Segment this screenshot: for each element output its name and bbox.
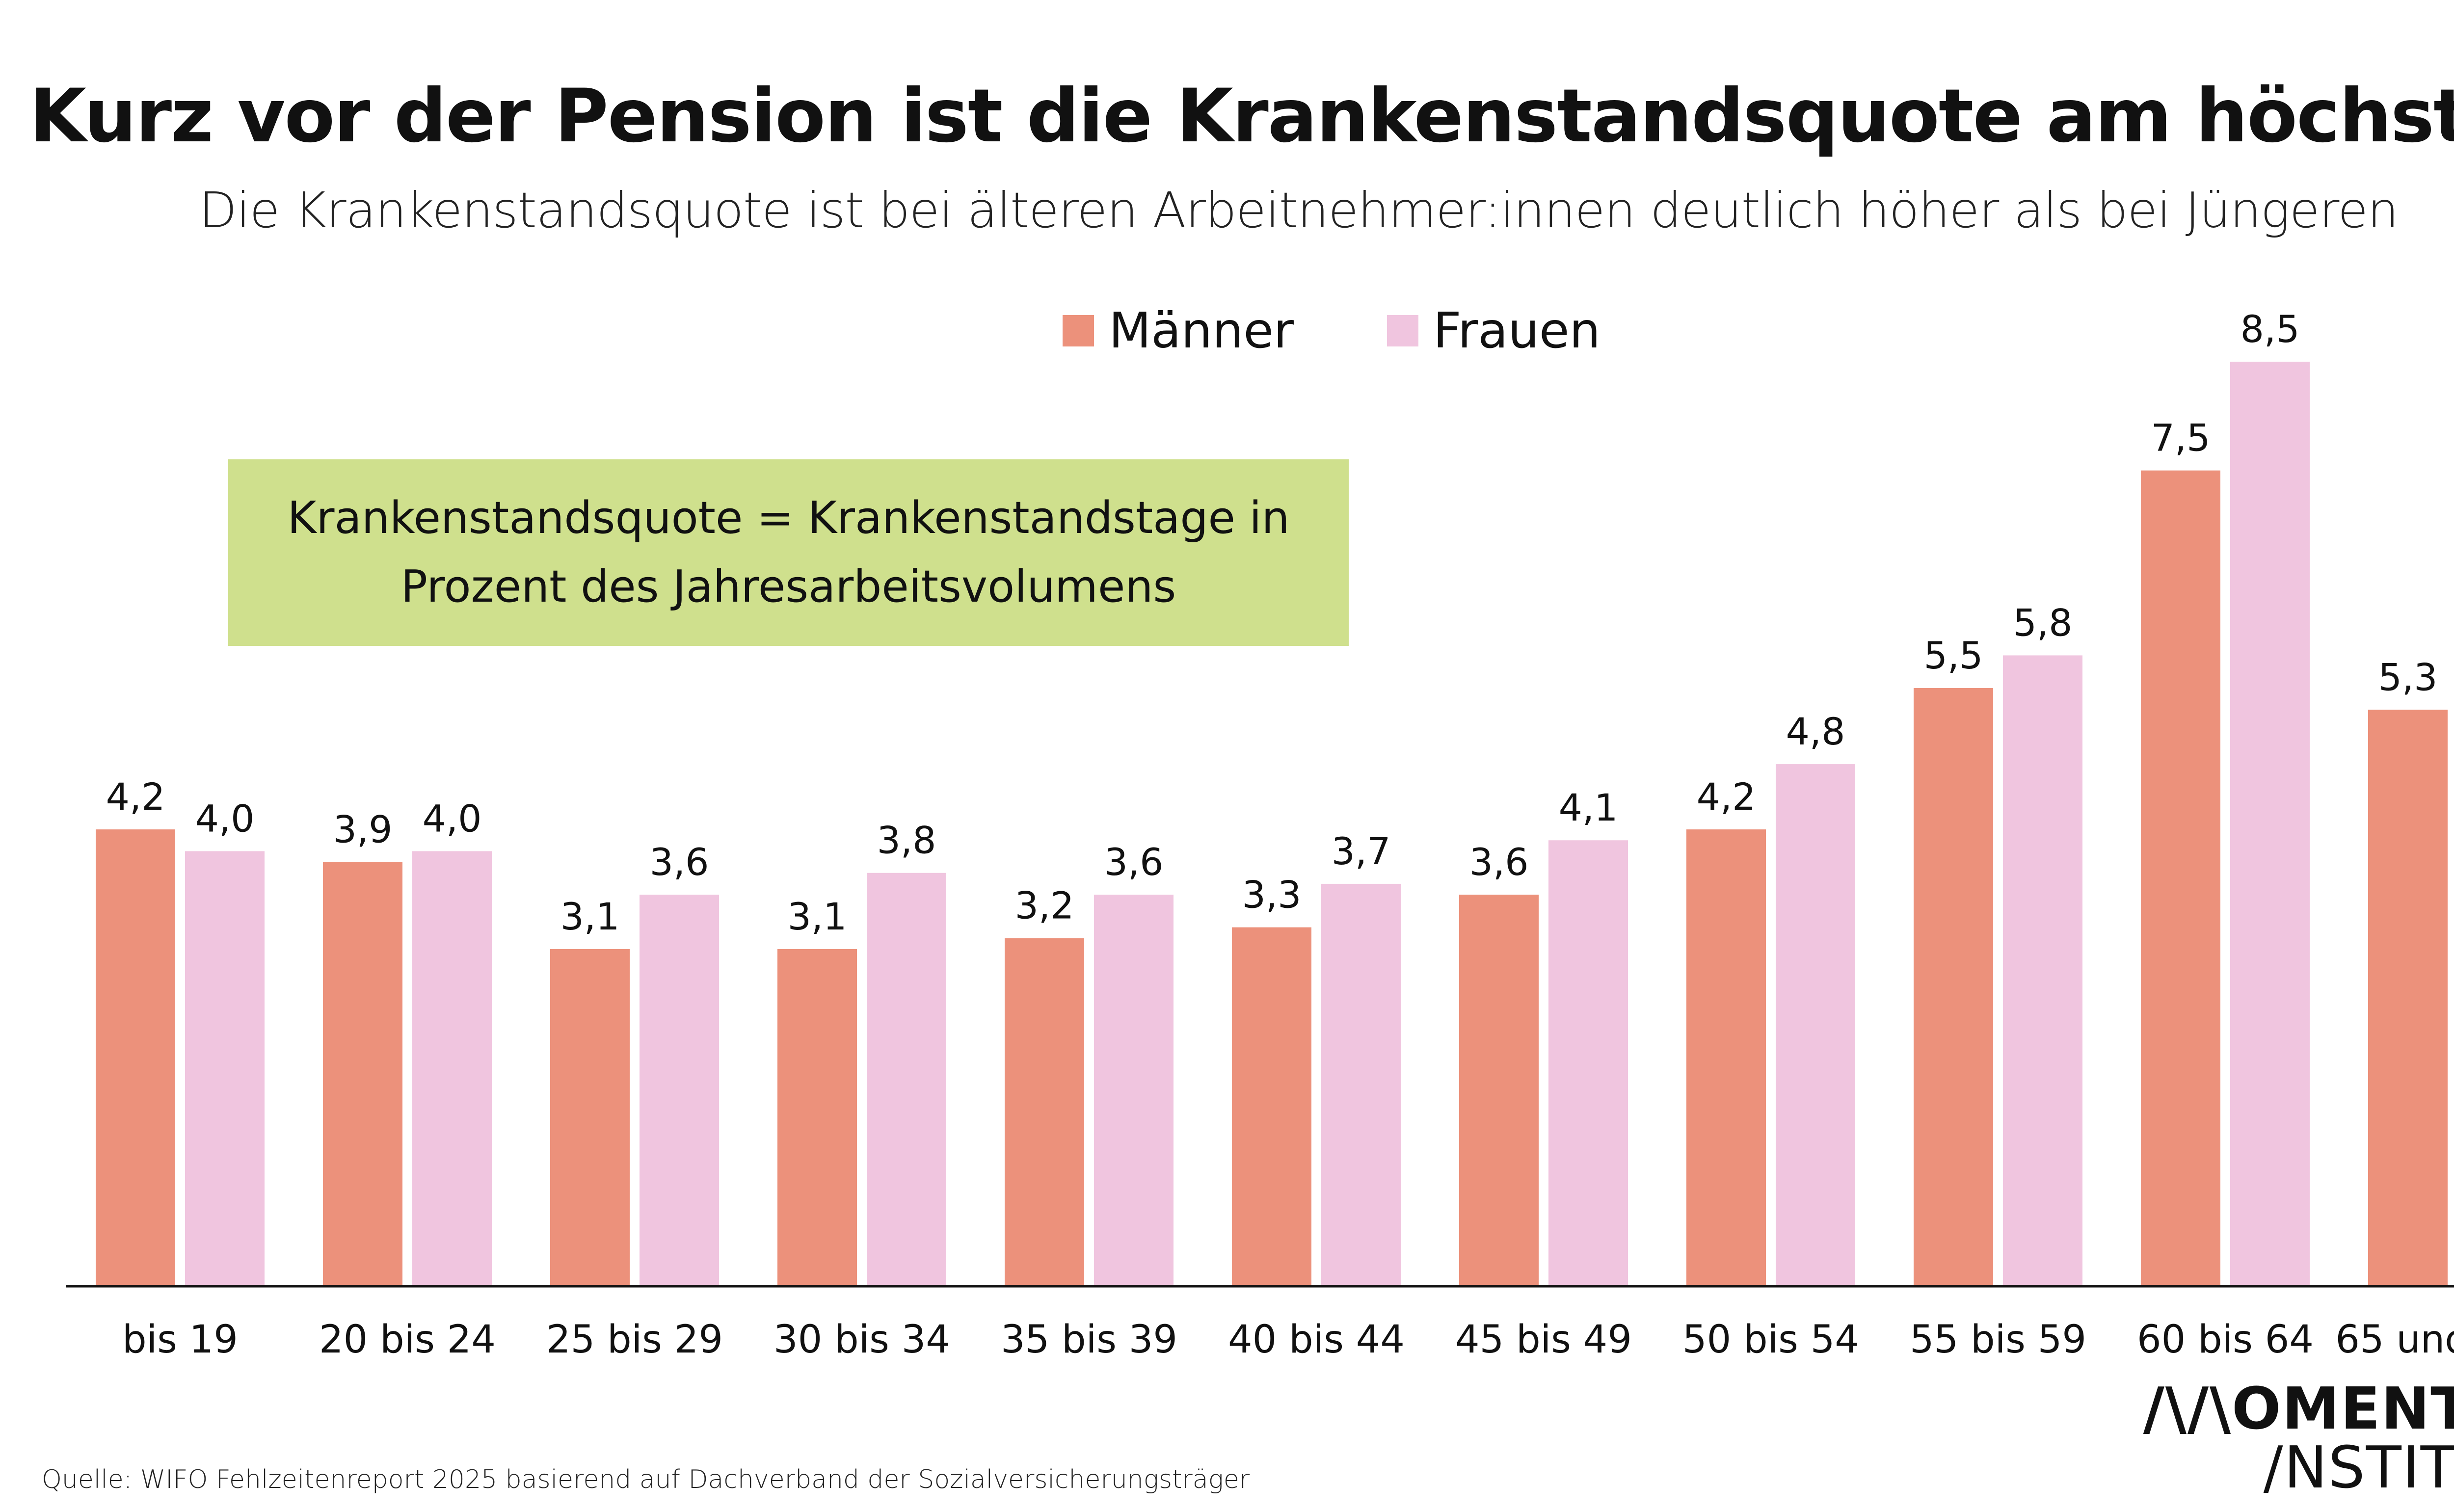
bar-maenner-3 bbox=[777, 949, 857, 1286]
bar-maenner-9 bbox=[2141, 470, 2220, 1287]
value-label-frauen-4: 3,6 bbox=[1104, 840, 1164, 884]
legend-swatch-maenner bbox=[1063, 315, 1094, 346]
bar-maenner-2 bbox=[550, 949, 630, 1286]
legend-label-frauen: Frauen bbox=[1433, 302, 1600, 359]
source-note: Quelle: WIFO Fehlzeitenreport 2025 basie… bbox=[42, 1465, 1250, 1494]
bar-maenner-7 bbox=[1686, 829, 1766, 1286]
definition-line-1: Krankenstandsquote = Krankenstandstage i… bbox=[287, 492, 1290, 544]
x-tick-labels-layer: bis 19 20 bis 24 25 bis 29 30 bis 34 35 bis … bbox=[122, 1318, 2454, 1362]
legend-item-frauen: Frauen bbox=[1387, 302, 1600, 359]
bar-frauen-9 bbox=[2230, 362, 2310, 1286]
legend: Männer Frauen bbox=[1063, 302, 1694, 359]
definition-line-2: Prozent des Jahresarbeitsvolumens bbox=[400, 561, 1176, 612]
bars-layer bbox=[96, 362, 2448, 1287]
bar-frauen-7 bbox=[1776, 764, 1855, 1286]
bar-maenner-0 bbox=[96, 829, 175, 1286]
value-label-maenner-5: 3,3 bbox=[1242, 873, 1302, 917]
momentum-institut-logo: /\/\OMENTUM /NSTITUT bbox=[2143, 1379, 2454, 1497]
bar-frauen-4 bbox=[1094, 895, 1174, 1286]
x-tick-label-3: 30 bis 34 bbox=[774, 1318, 950, 1362]
bar-frauen-1 bbox=[412, 851, 492, 1286]
bar-maenner-6 bbox=[1459, 895, 1539, 1286]
legend-label-maenner: Männer bbox=[1109, 302, 1294, 359]
x-tick-label-4: 35 bis 39 bbox=[1001, 1318, 1177, 1362]
bar-frauen-5 bbox=[1321, 883, 1401, 1286]
bar-maenner-5 bbox=[1232, 927, 1311, 1286]
bar-maenner-8 bbox=[1914, 688, 1993, 1286]
value-label-frauen-8: 5,8 bbox=[2013, 601, 2073, 644]
x-tick-label-8: 55 bis 59 bbox=[1910, 1318, 2086, 1362]
value-label-frauen-5: 3,7 bbox=[1332, 829, 1391, 873]
logo-line-1: /\/\OMENTUM bbox=[2143, 1375, 2454, 1442]
value-label-frauen-7: 4,8 bbox=[1786, 710, 1845, 753]
value-label-maenner-9: 7,5 bbox=[2151, 416, 2211, 460]
x-tick-label-9: 60 bis 64 bbox=[2137, 1318, 2314, 1362]
value-label-frauen-6: 4,1 bbox=[1559, 786, 1618, 829]
bar-frauen-8 bbox=[2003, 655, 2082, 1286]
chart-subtitle: Die Krankenstandsquote ist bei älteren A… bbox=[199, 182, 2399, 239]
value-label-maenner-4: 3,2 bbox=[1015, 884, 1074, 928]
x-tick-label-10: 65 und älter bbox=[2335, 1318, 2454, 1362]
x-tick-label-2: 25 bis 29 bbox=[546, 1318, 723, 1362]
bar-frauen-2 bbox=[640, 895, 719, 1286]
x-tick-label-1: 20 bis 24 bbox=[319, 1318, 496, 1362]
value-label-maenner-7: 4,2 bbox=[1697, 775, 1756, 819]
bar-maenner-10 bbox=[2368, 710, 2448, 1286]
chart-title: Kurz vor der Pension ist die Krankenstan… bbox=[29, 74, 2454, 159]
value-labels-layer: 4,2 4,0 3,9 4,0 3,1 3,6 3,1 3,8 3,2 3,6 3,3 3,7 3,6 4… bbox=[106, 307, 2438, 938]
value-label-frauen-3: 3,8 bbox=[877, 819, 936, 862]
bar-frauen-0 bbox=[185, 851, 265, 1286]
x-tick-label-6: 45 bis 49 bbox=[1455, 1318, 1632, 1362]
bar-frauen-6 bbox=[1548, 840, 1628, 1286]
definition-annotation-box: Krankenstandsquote = Krankenstandstage i… bbox=[228, 459, 1349, 646]
value-label-frauen-2: 3,6 bbox=[650, 840, 709, 884]
bar-maenner-4 bbox=[1005, 938, 1084, 1286]
legend-swatch-frauen bbox=[1387, 315, 1418, 346]
value-label-maenner-6: 3,6 bbox=[1469, 840, 1529, 884]
value-label-frauen-1: 4,0 bbox=[423, 796, 482, 840]
value-label-maenner-0: 4,2 bbox=[106, 775, 165, 819]
logo-line-2: /NSTITUT bbox=[2263, 1433, 2454, 1501]
value-label-maenner-3: 3,1 bbox=[788, 895, 847, 938]
value-label-maenner-10: 5,3 bbox=[2378, 655, 2438, 699]
x-tick-label-7: 50 bis 54 bbox=[1682, 1318, 1859, 1362]
value-label-maenner-8: 5,5 bbox=[1924, 634, 1983, 677]
bar-frauen-3 bbox=[867, 873, 946, 1286]
value-label-frauen-0: 4,0 bbox=[195, 796, 255, 840]
value-label-frauen-9: 8,5 bbox=[2241, 307, 2300, 351]
value-label-maenner-1: 3,9 bbox=[333, 808, 393, 851]
x-tick-label-0: bis 19 bbox=[122, 1318, 238, 1362]
legend-item-maenner: Männer bbox=[1063, 302, 1294, 359]
x-tick-label-5: 40 bis 44 bbox=[1228, 1318, 1405, 1362]
bar-maenner-1 bbox=[323, 862, 402, 1286]
value-label-maenner-2: 3,1 bbox=[560, 895, 620, 938]
